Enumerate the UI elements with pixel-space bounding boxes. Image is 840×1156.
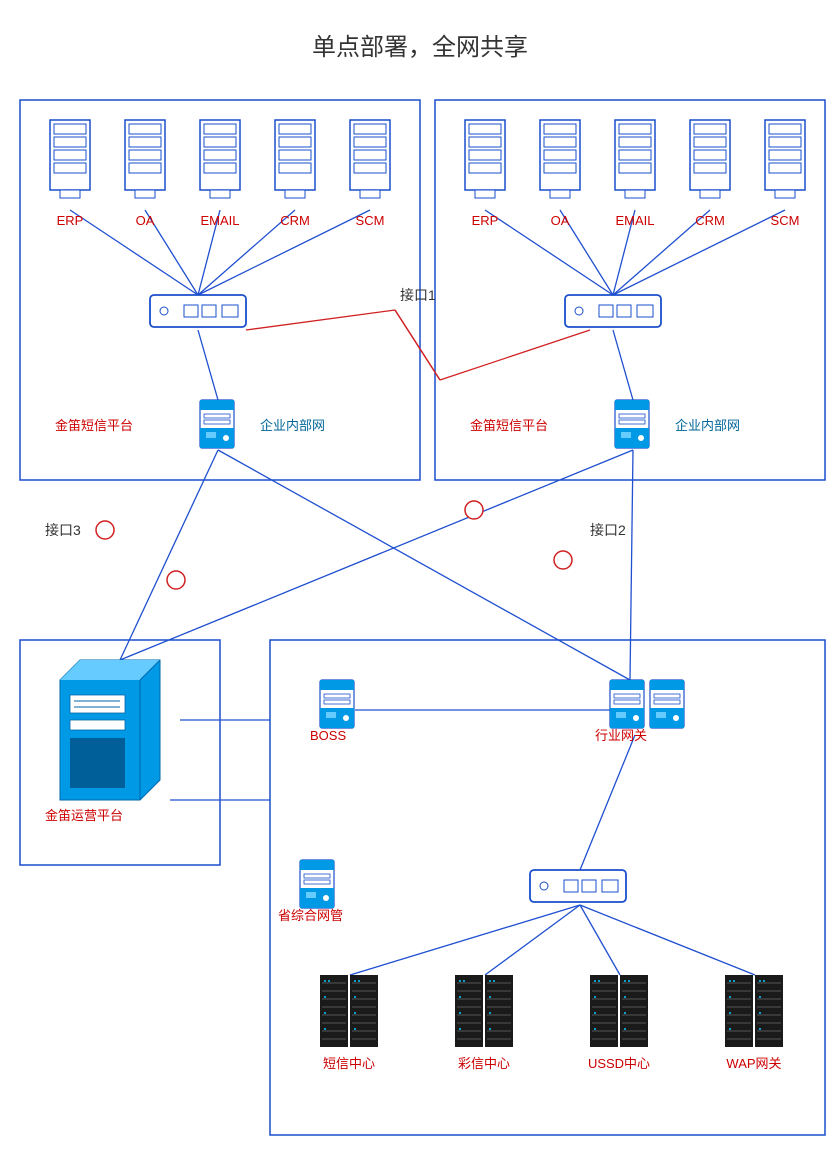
connection-line (70, 210, 198, 295)
connection-line (630, 450, 633, 680)
switch-icon (565, 295, 661, 327)
pc-icon (650, 680, 684, 728)
server-icon (275, 120, 315, 198)
server-label: SCM (356, 213, 385, 228)
red-connection-line (246, 310, 395, 330)
interface-label: 接口2 (590, 522, 626, 538)
pc-label-red: 行业网关 (595, 728, 647, 743)
pc-icon (610, 680, 644, 728)
server-label: EMAIL (200, 213, 239, 228)
interface-label: 接口1 (400, 287, 436, 303)
connection-line (485, 210, 613, 295)
interface-label: 接口3 (45, 522, 81, 538)
rack-label: USSD中心 (588, 1056, 650, 1071)
icons-layer (50, 120, 805, 1047)
red-connection-line (395, 310, 440, 380)
connection-line (580, 905, 755, 975)
server-icon (50, 120, 90, 198)
server-label: ERP (57, 213, 84, 228)
rack-label: 彩信中心 (458, 1056, 510, 1071)
connection-line (580, 735, 635, 870)
switch-icon (150, 295, 246, 327)
red-connection-line (440, 330, 590, 380)
interface-marker (465, 501, 483, 519)
connection-line (613, 330, 633, 400)
pc-label-blue: 企业内部网 (260, 418, 325, 433)
rack-label: 短信中心 (323, 1056, 375, 1071)
server-icon (465, 120, 505, 198)
pc-label-red: 金笛短信平台 (470, 418, 548, 433)
pc-icon (300, 860, 334, 908)
dark-rack-icon (590, 975, 648, 1047)
pc-label-red: BOSS (310, 728, 346, 743)
connection-line (485, 905, 580, 975)
labels-layer: ERP OA EMAIL CRM SCM ERP OA EMAIL CRM SCM 金笛短信平台 企业… (45, 213, 799, 1071)
big-server-icon (60, 660, 160, 800)
pc-icon (615, 400, 649, 448)
pc-label-blue: 企业内部网 (675, 418, 740, 433)
server-icon (615, 120, 655, 198)
diagram-title: 单点部署，全网共享 (312, 34, 528, 61)
server-label: CRM (280, 213, 310, 228)
interface-marker (554, 551, 572, 569)
server-label: CRM (695, 213, 725, 228)
pc-icon (320, 680, 354, 728)
server-label: OA (551, 213, 570, 228)
connection-line (120, 450, 218, 660)
connection-line (580, 905, 620, 975)
server-icon (690, 120, 730, 198)
server-label: EMAIL (615, 213, 654, 228)
server-icon (125, 120, 165, 198)
rack-label: WAP网关 (726, 1056, 781, 1071)
dark-rack-icon (320, 975, 378, 1047)
big-server-label: 金笛运营平台 (45, 808, 123, 823)
server-icon (540, 120, 580, 198)
server-icon (200, 120, 240, 198)
server-label: ERP (472, 213, 499, 228)
red-connections (246, 310, 590, 380)
switch-icon (530, 870, 626, 902)
interface-marker (96, 521, 114, 539)
server-icon (765, 120, 805, 198)
connection-line (198, 330, 218, 400)
dark-rack-icon (455, 975, 513, 1047)
connection-line (350, 905, 580, 975)
server-icon (350, 120, 390, 198)
interface-marker (167, 571, 185, 589)
pc-label-red: 金笛短信平台 (55, 418, 133, 433)
server-label: OA (136, 213, 155, 228)
server-label: SCM (771, 213, 800, 228)
dark-rack-icon (725, 975, 783, 1047)
pc-label-red: 省综合网管 (278, 908, 343, 923)
pc-icon (200, 400, 234, 448)
container-boxes (20, 100, 825, 1135)
